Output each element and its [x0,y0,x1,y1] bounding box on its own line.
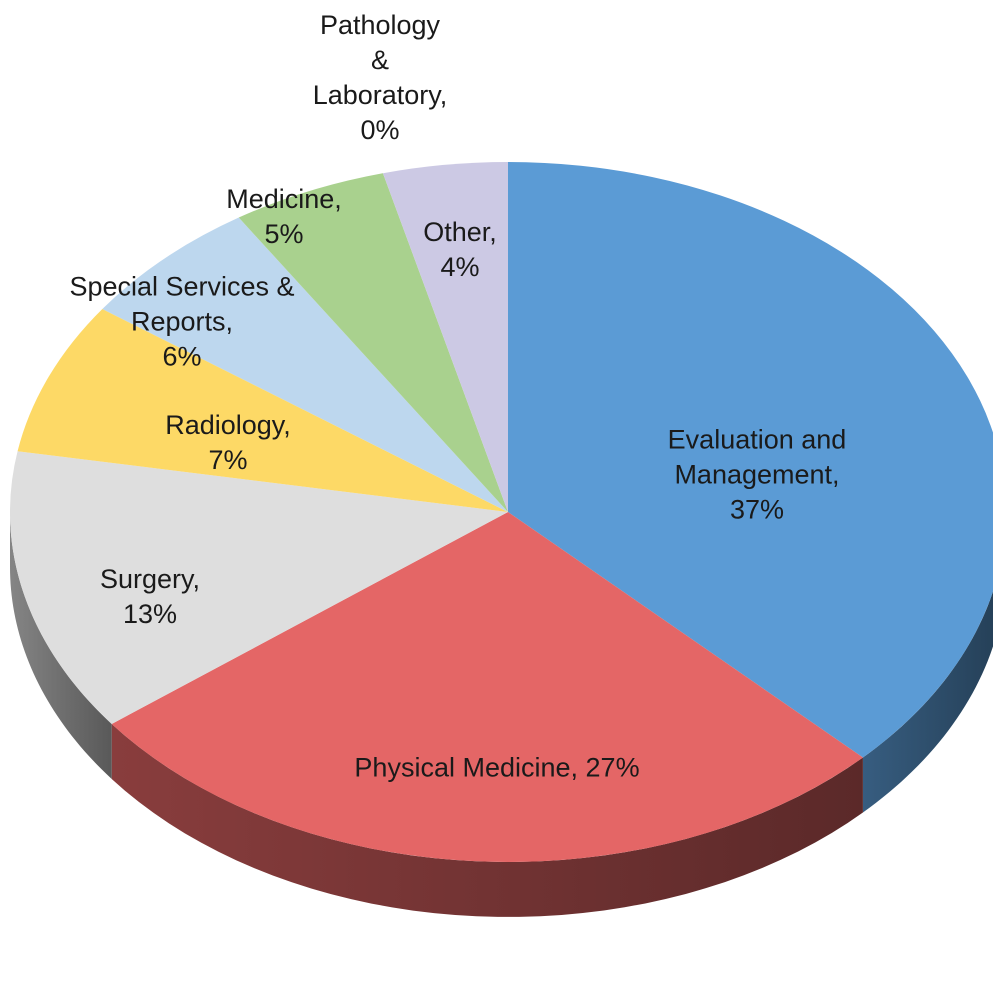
category-label: Radiology, [165,410,291,440]
data-label: Special Services & Reports, 6% [62,270,302,375]
category-label: Other, [423,217,497,247]
data-label: Radiology, 7% [138,408,318,478]
slice [508,162,993,758]
slice [111,512,863,862]
category-label: Surgery, [99,564,201,594]
value-label: 13% [122,599,178,629]
value-label: 4% [440,252,480,282]
category-label: Medicine, [226,184,342,214]
category-label: Evaluation and Management, [667,424,847,490]
value-label: 37% [729,494,785,525]
slice [17,308,509,512]
slice [10,451,509,724]
data-label: Evaluation and Management, 37% [652,423,862,528]
value-label: 5% [264,219,304,249]
data-label: Medicine, 5% [204,182,364,252]
slice [238,173,509,512]
slice [102,217,508,512]
data-label: Other, 4% [400,215,520,285]
category-label: Pathology & Laboratory, [312,10,448,110]
category-label: Physical Medicine, [354,752,579,783]
data-label: Physical Medicine, 27% [287,751,707,786]
slice-side [862,591,993,813]
value-label: 7% [208,445,248,475]
slice [382,162,508,512]
slice-side [10,512,112,779]
category-label: Special Services & Reports, [69,271,295,337]
value-label: 6% [162,341,202,372]
value-label: 0% [360,115,400,145]
data-label: Surgery, 13% [70,562,230,632]
value-label: 27% [585,752,640,783]
slice-side [111,723,863,917]
data-label: Pathology & Laboratory, 0% [310,8,451,148]
